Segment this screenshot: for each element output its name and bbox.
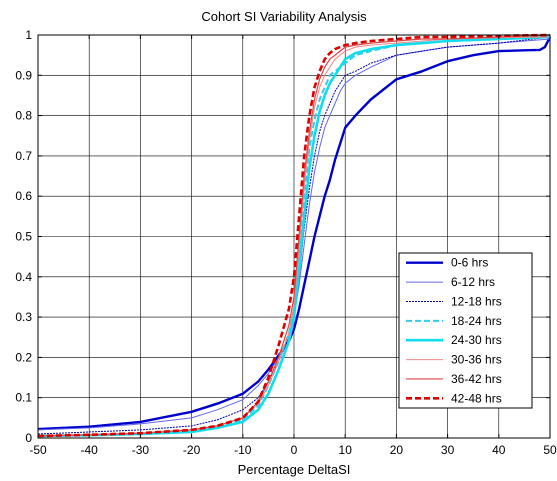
- y-tick-label: 0: [25, 431, 32, 445]
- chart-title: Cohort SI Variability Analysis: [201, 9, 367, 24]
- series-line-42-48-hrs: [37, 33, 551, 438]
- axis-ticks: -50 -40 -30 -20 -10 0 10 20 30 40 50 0 0.1 0.2 0.3 0.4 0…: [15, 28, 557, 457]
- y-tick-label: 0.7: [15, 149, 32, 163]
- series-line-24-30-hrs: [37, 35, 551, 438]
- x-tick-label: -50: [29, 443, 47, 457]
- legend-box: [398, 252, 533, 409]
- legend-label: 6-12 hrs: [451, 275, 495, 289]
- legend-label: 18-24 hrs: [451, 314, 502, 328]
- y-tick-label: 1: [25, 28, 32, 42]
- y-tick-label: 0.6: [15, 189, 32, 203]
- y-tick-label: 0.2: [15, 350, 32, 364]
- series-line-12-18-hrs: [37, 36, 551, 435]
- y-tick-label: 0.1: [15, 391, 32, 405]
- x-tick-label: -30: [132, 443, 150, 457]
- y-tick-label: 0.9: [15, 68, 32, 82]
- legend-label: 0-6 hrs: [451, 256, 488, 270]
- x-tick-label: 30: [441, 443, 455, 457]
- x-tick-label: 40: [492, 443, 506, 457]
- y-tick-label: 0.5: [15, 230, 32, 244]
- y-tick-label: 0.8: [15, 109, 32, 123]
- x-tick-label: -40: [81, 443, 99, 457]
- legend-label: 24-30 hrs: [451, 333, 502, 347]
- x-tick-label: -10: [234, 443, 252, 457]
- x-tick-label: 20: [390, 443, 404, 457]
- legend: 0-6 hrs 6-12 hrs 12-18 hrs 18-24 hrs 24-30 h…: [398, 252, 533, 409]
- legend-label: 42-48 hrs: [451, 391, 502, 405]
- series-line-0-6-hrs: [37, 36, 552, 431]
- series-lines: [37, 33, 552, 438]
- legend-label: 36-42 hrs: [451, 372, 502, 386]
- x-tick-label: 50: [543, 443, 557, 457]
- x-tick-label: 0: [291, 443, 298, 457]
- x-axis-label: Percentage DeltaSI: [238, 462, 351, 477]
- legend-label: 30-36 hrs: [451, 353, 502, 367]
- legend-label: 12-18 hrs: [451, 294, 502, 308]
- y-tick-label: 0.4: [15, 270, 32, 284]
- y-tick-label: 0.3: [15, 310, 32, 324]
- series-line-6-12-hrs: [37, 38, 551, 431]
- x-tick-label: 10: [339, 443, 353, 457]
- x-tick-label: -20: [183, 443, 201, 457]
